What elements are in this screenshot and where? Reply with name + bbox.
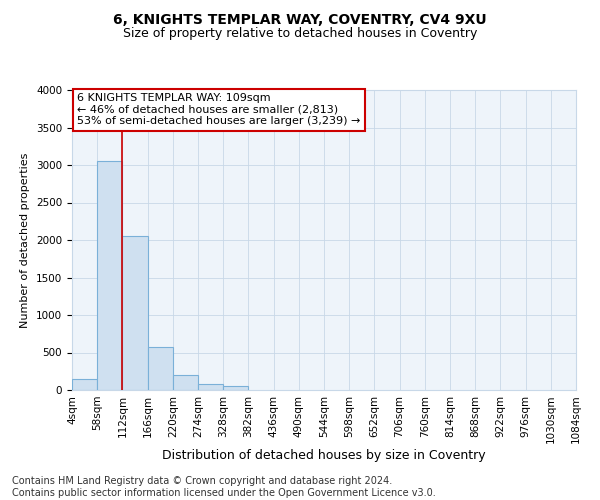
X-axis label: Distribution of detached houses by size in Coventry: Distribution of detached houses by size … [162, 449, 486, 462]
Bar [122, 236, 148, 390]
Text: Size of property relative to detached houses in Coventry: Size of property relative to detached ho… [123, 28, 477, 40]
Text: 6 KNIGHTS TEMPLAR WAY: 109sqm
← 46% of detached houses are smaller (2,813)
53% o: 6 KNIGHTS TEMPLAR WAY: 109sqm ← 46% of d… [77, 93, 361, 126]
Bar [198, 384, 223, 390]
Bar [223, 386, 248, 390]
Y-axis label: Number of detached properties: Number of detached properties [20, 152, 31, 328]
Text: Contains HM Land Registry data © Crown copyright and database right 2024.
Contai: Contains HM Land Registry data © Crown c… [12, 476, 436, 498]
Bar [148, 347, 173, 390]
Bar [72, 379, 97, 390]
Bar [97, 160, 122, 390]
Bar [173, 375, 198, 390]
Text: 6, KNIGHTS TEMPLAR WAY, COVENTRY, CV4 9XU: 6, KNIGHTS TEMPLAR WAY, COVENTRY, CV4 9X… [113, 12, 487, 26]
